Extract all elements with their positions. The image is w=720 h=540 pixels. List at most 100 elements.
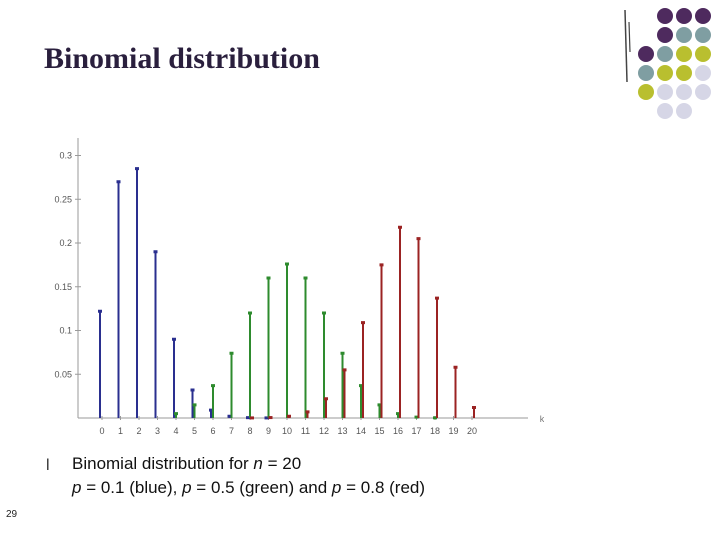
x-tick-label: 3 xyxy=(155,426,160,436)
decorative-dot xyxy=(638,84,654,100)
bar-cap xyxy=(379,263,384,267)
bar-cap xyxy=(227,414,232,418)
x-tick-label: 9 xyxy=(266,426,271,436)
decorative-dot xyxy=(695,8,711,24)
x-tick-label: 16 xyxy=(393,426,403,436)
decorative-dot xyxy=(676,84,692,100)
bar-cap xyxy=(324,397,328,401)
caption-text: = 0.8 (red) xyxy=(341,478,426,497)
y-tick-label: 0.25 xyxy=(54,194,72,204)
x-tick-label: 1 xyxy=(118,426,123,436)
bar-cap xyxy=(433,416,437,420)
bar-cap xyxy=(361,321,365,325)
y-tick-label: 0.2 xyxy=(59,238,72,248)
x-tick-label: 6 xyxy=(210,426,215,436)
bar-cap xyxy=(285,262,289,266)
bar-cap xyxy=(359,384,363,388)
decorative-dot xyxy=(638,27,654,43)
decorative-lines xyxy=(624,9,631,83)
decorative-dot xyxy=(676,103,692,119)
decorative-dot xyxy=(657,65,673,81)
bar-cap xyxy=(305,410,310,414)
slide-title: Binomial distribution xyxy=(44,42,320,75)
x-tick-label: 7 xyxy=(229,426,234,436)
decorative-dot xyxy=(676,65,692,81)
decorative-line xyxy=(624,9,628,83)
x-tick-label: 20 xyxy=(467,426,477,436)
caption-var-p: p xyxy=(72,478,82,497)
bar-cap xyxy=(268,416,273,420)
decorative-dot xyxy=(657,103,673,119)
bar-cap xyxy=(414,415,419,419)
caption-var-n: n xyxy=(253,454,263,473)
bar-cap xyxy=(303,276,308,280)
x-tick-label: 19 xyxy=(448,426,458,436)
decorative-dot xyxy=(638,8,654,24)
bar-cap xyxy=(248,311,252,315)
decorative-dot xyxy=(695,27,711,43)
x-tick-label: 12 xyxy=(319,426,329,436)
bar-cap xyxy=(435,296,439,300)
bar-cap xyxy=(209,408,213,412)
x-tick-label: 18 xyxy=(430,426,440,436)
x-tick-label: 11 xyxy=(301,426,310,436)
bar-cap xyxy=(174,412,178,416)
decorative-dot xyxy=(695,84,711,100)
bar-cap xyxy=(342,368,347,372)
decorative-dot xyxy=(638,46,654,62)
caption-line-1: Binomial distribution for n = 20 xyxy=(72,452,425,476)
x-tick-label: 4 xyxy=(173,426,178,436)
caption-text: Binomial distribution for xyxy=(72,454,254,473)
bar-cap xyxy=(396,412,400,416)
bar-cap xyxy=(116,180,121,184)
chart-caption: Binomial distribution for n = 20 p = 0.1… xyxy=(72,452,425,500)
caption-var-p: p xyxy=(182,478,192,497)
decorative-dot xyxy=(657,84,673,100)
decorative-dot xyxy=(657,46,673,62)
x-axis-label: k xyxy=(540,414,544,424)
x-tick-label: 13 xyxy=(337,426,347,436)
x-tick-label: 2 xyxy=(136,426,141,436)
binomial-chart: 0.050.10.150.20.250.30 1 2 3 4 5 6 7 8 9 10 11 12 13 1… xyxy=(54,138,544,436)
x-tick-label: 17 xyxy=(411,426,421,436)
decorative-dot xyxy=(657,8,673,24)
bar-cap xyxy=(98,309,102,313)
y-tick-label: 0.3 xyxy=(59,151,72,161)
bar-cap xyxy=(190,388,195,392)
bar-cap xyxy=(211,384,215,388)
caption-text: = 20 xyxy=(262,454,302,473)
bar-cap xyxy=(287,414,291,418)
caption-line-2: p = 0.1 (blue), p = 0.5 (green) and p = … xyxy=(72,476,425,500)
bar-cap xyxy=(264,416,269,420)
x-tick-label: 5 xyxy=(192,426,197,436)
x-tick-label: 14 xyxy=(356,426,366,436)
y-tick-label: 0.15 xyxy=(54,282,72,292)
bar-cap xyxy=(322,311,326,315)
caption-var-p: p xyxy=(331,478,342,497)
y-tick-label: 0.05 xyxy=(54,369,72,379)
decorative-dot xyxy=(695,46,711,62)
y-tick-label: 0.1 xyxy=(59,326,72,336)
bar-cap xyxy=(416,237,421,241)
bullet-marker: l xyxy=(46,457,50,474)
caption-text: = 0.5 (green) and xyxy=(191,478,332,497)
bar-cap xyxy=(266,276,271,280)
x-tick-label: 8 xyxy=(247,426,252,436)
decorative-dot xyxy=(638,65,654,81)
bar-cap xyxy=(246,416,250,420)
decorative-dot xyxy=(676,8,692,24)
decorative-dot xyxy=(657,27,673,43)
bar-cap xyxy=(172,337,176,341)
decorative-dot xyxy=(695,65,711,81)
bar-cap xyxy=(398,225,402,229)
x-tick-label: 10 xyxy=(282,426,292,436)
bar-cap xyxy=(453,365,458,369)
bar-cap xyxy=(340,351,345,355)
bar-cap xyxy=(377,403,382,407)
bar-cap xyxy=(153,250,158,254)
slide-number: 29 xyxy=(6,509,18,520)
decorative-line xyxy=(628,21,631,53)
x-tick-label: 15 xyxy=(374,426,384,436)
decorative-dot xyxy=(676,27,692,43)
caption-text: = 0.1 (blue), xyxy=(81,478,183,497)
